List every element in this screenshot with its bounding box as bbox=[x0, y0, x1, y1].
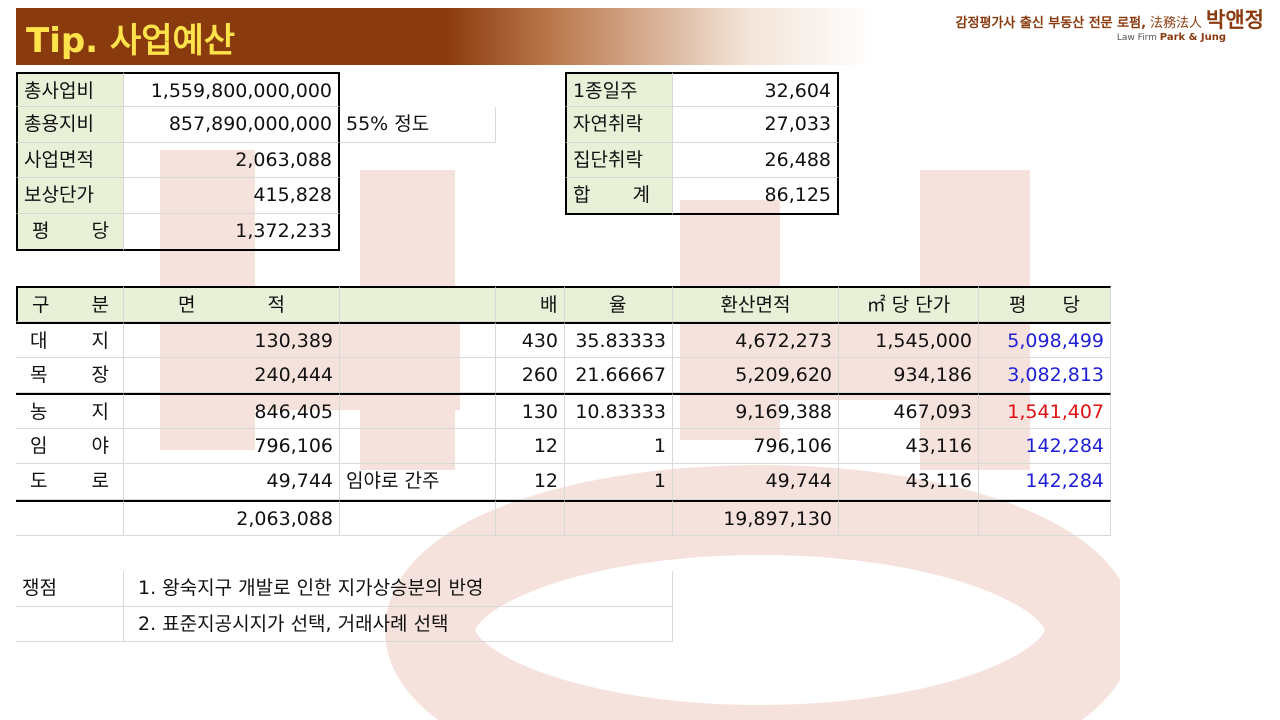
row-pyeong[interactable]: 1,541,407 bbox=[979, 393, 1111, 429]
row-pyeong[interactable]: 142,284 bbox=[979, 429, 1111, 464]
row-ratio[interactable]: 12 bbox=[496, 429, 565, 464]
col-header-note bbox=[340, 286, 496, 322]
issue-item-2[interactable]: 2. 표준지공시지가 선택, 거래사례 선택 bbox=[124, 607, 673, 642]
row-sqm-price[interactable]: 1,545,000 bbox=[839, 322, 979, 358]
row-converted[interactable]: 5,209,620 bbox=[673, 358, 839, 393]
unit-price-value[interactable]: 415,828 bbox=[124, 178, 340, 214]
row-sqm-price[interactable]: 43,116 bbox=[839, 429, 979, 464]
row-sqm-price[interactable]: 467,093 bbox=[839, 393, 979, 429]
zone-value[interactable]: 27,033 bbox=[673, 107, 839, 143]
total-row-note bbox=[340, 500, 496, 536]
row-area[interactable]: 796,106 bbox=[124, 429, 340, 464]
issues-label: 쟁점 bbox=[16, 571, 124, 607]
total-row-label bbox=[16, 500, 124, 536]
zone-value[interactable]: 32,604 bbox=[673, 72, 839, 107]
col-header-converted: 환산면적 bbox=[673, 286, 839, 322]
land-cost-note[interactable]: 55% 정도 bbox=[340, 107, 496, 143]
row-factor[interactable]: 1 bbox=[565, 464, 673, 500]
unit-price-label: 보상단가 bbox=[16, 178, 124, 214]
row-factor[interactable]: 21.66667 bbox=[565, 358, 673, 393]
total-row-sqm bbox=[839, 500, 979, 536]
row-ratio[interactable]: 130 bbox=[496, 393, 565, 429]
title-banner: Tip. 사업예산 bbox=[16, 8, 876, 65]
col-header-ratio-2: 율 bbox=[565, 286, 673, 322]
row-factor[interactable]: 10.83333 bbox=[565, 393, 673, 429]
row-note[interactable]: 임야로 간주 bbox=[340, 464, 496, 500]
row-pyeong[interactable]: 5,098,499 bbox=[979, 322, 1111, 358]
row-note[interactable] bbox=[340, 393, 496, 429]
row-note[interactable] bbox=[340, 358, 496, 393]
land-cost-label: 총용지비 bbox=[16, 107, 124, 143]
row-note[interactable] bbox=[340, 429, 496, 464]
row-converted[interactable]: 4,672,273 bbox=[673, 322, 839, 358]
issue-item-1[interactable]: 1. 왕숙지구 개발로 인한 지가상승분의 반영 bbox=[124, 571, 673, 607]
col-header-sqm-price: ㎡ 당 단가 bbox=[839, 286, 979, 322]
total-row-factor bbox=[565, 500, 673, 536]
row-sqm-price[interactable]: 934,186 bbox=[839, 358, 979, 393]
total-cost-label: 총사업비 bbox=[16, 72, 124, 107]
zone-total-value[interactable]: 86,125 bbox=[673, 178, 839, 215]
total-converted[interactable]: 19,897,130 bbox=[673, 500, 839, 536]
col-header-ratio-1: 배 bbox=[496, 286, 565, 322]
row-factor[interactable]: 1 bbox=[565, 429, 673, 464]
brand-name: 박앤정 bbox=[1206, 8, 1264, 32]
row-converted[interactable]: 49,744 bbox=[673, 464, 839, 500]
row-area[interactable]: 240,444 bbox=[124, 358, 340, 393]
row-factor[interactable]: 35.83333 bbox=[565, 322, 673, 358]
zone-label: 1종일주 bbox=[565, 72, 673, 107]
issues-label-spacer bbox=[16, 607, 124, 642]
area-label: 사업면적 bbox=[16, 143, 124, 178]
row-ratio[interactable]: 430 bbox=[496, 322, 565, 358]
total-area[interactable]: 2,063,088 bbox=[124, 500, 340, 536]
row-converted[interactable]: 796,106 bbox=[673, 429, 839, 464]
zone-value[interactable]: 26,488 bbox=[673, 143, 839, 178]
row-area[interactable]: 130,389 bbox=[124, 322, 340, 358]
brand-slogan: 감정평가사 출신 부동산 전문 로펌, bbox=[955, 16, 1147, 31]
row-area[interactable]: 846,405 bbox=[124, 393, 340, 429]
row-converted[interactable]: 9,169,388 bbox=[673, 393, 839, 429]
row-ratio[interactable]: 12 bbox=[496, 464, 565, 500]
row-sqm-price[interactable]: 43,116 bbox=[839, 464, 979, 500]
row-pyeong[interactable]: 142,284 bbox=[979, 464, 1111, 500]
per-pyeong-value[interactable]: 1,372,233 bbox=[124, 214, 340, 251]
row-area[interactable]: 49,744 bbox=[124, 464, 340, 500]
row-pyeong[interactable]: 3,082,813 bbox=[979, 358, 1111, 393]
zone-label: 자연취락 bbox=[565, 107, 673, 143]
page-title: Tip. 사업예산 bbox=[26, 21, 236, 61]
zone-label: 집단취락 bbox=[565, 143, 673, 178]
area-value[interactable]: 2,063,088 bbox=[124, 143, 340, 178]
brand-subtitle: Law Firm Park & Jung bbox=[1116, 32, 1226, 43]
land-cost-value[interactable]: 857,890,000,000 bbox=[124, 107, 340, 143]
total-row-pyeong bbox=[979, 500, 1111, 536]
brand-hanja: 法務法人 bbox=[1150, 16, 1203, 31]
total-row-ratio bbox=[496, 500, 565, 536]
row-note[interactable] bbox=[340, 322, 496, 358]
brand-logo: 감정평가사 출신 부동산 전문 로펌, 法務法人 박앤정 Law Firm Pa… bbox=[956, 4, 1264, 43]
row-ratio[interactable]: 260 bbox=[496, 358, 565, 393]
total-cost-value[interactable]: 1,559,800,000,000 bbox=[124, 72, 340, 107]
